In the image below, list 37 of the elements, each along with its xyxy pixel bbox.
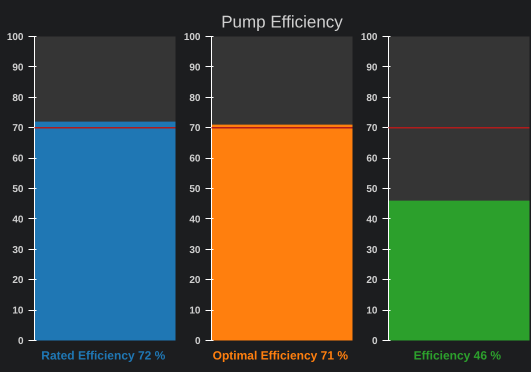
y-tick-label: 40 (189, 214, 201, 226)
y-tick-label: 0 (372, 336, 378, 347)
y-tick-label: 20 (189, 275, 201, 286)
y-tick-label: 30 (12, 244, 24, 256)
y-tick-label: 20 (12, 275, 24, 286)
y-tick-label: 90 (12, 62, 24, 74)
y-tick-label: 50 (366, 184, 378, 195)
y-tick-label: 60 (12, 154, 24, 165)
y-tick-label: 100 (360, 32, 378, 43)
y-tick-label: 30 (366, 244, 378, 256)
y-tick-label: 90 (189, 62, 201, 74)
category-label: Rated Efficiency 72 % (41, 348, 166, 362)
y-tick-label: 0 (194, 336, 201, 347)
y-tick-label: 80 (366, 92, 378, 104)
category-label: Efficiency 46 % (414, 348, 502, 362)
y-tick-label: 10 (366, 306, 378, 317)
y-tick-label: 30 (189, 244, 201, 256)
y-tick-label: 10 (12, 306, 24, 317)
y-tick-label: 0 (18, 336, 24, 347)
y-tick-label: 80 (189, 92, 201, 104)
y-tick-label: 20 (366, 275, 378, 286)
y-tick-label: 70 (366, 123, 378, 134)
y-tick-label: 40 (366, 214, 378, 226)
y-tick-label: 100 (6, 32, 24, 43)
y-tick-label: 60 (366, 154, 378, 165)
y-tick-label: 50 (189, 184, 201, 195)
category-label: Optimal Efficiency 71 % (212, 348, 348, 362)
y-tick-label: 80 (12, 92, 24, 104)
y-tick-label: 70 (12, 123, 24, 134)
y-tick-label: 70 (189, 123, 201, 134)
y-tick-label: 60 (189, 154, 201, 165)
y-tick-label: 10 (189, 306, 201, 317)
y-tick-label: 90 (366, 62, 378, 74)
y-tick-label: 40 (12, 214, 24, 226)
y-tick-label: 50 (12, 184, 24, 195)
chart-title: Pump Efficiency (221, 12, 344, 32)
y-tick-label: 100 (184, 32, 201, 43)
